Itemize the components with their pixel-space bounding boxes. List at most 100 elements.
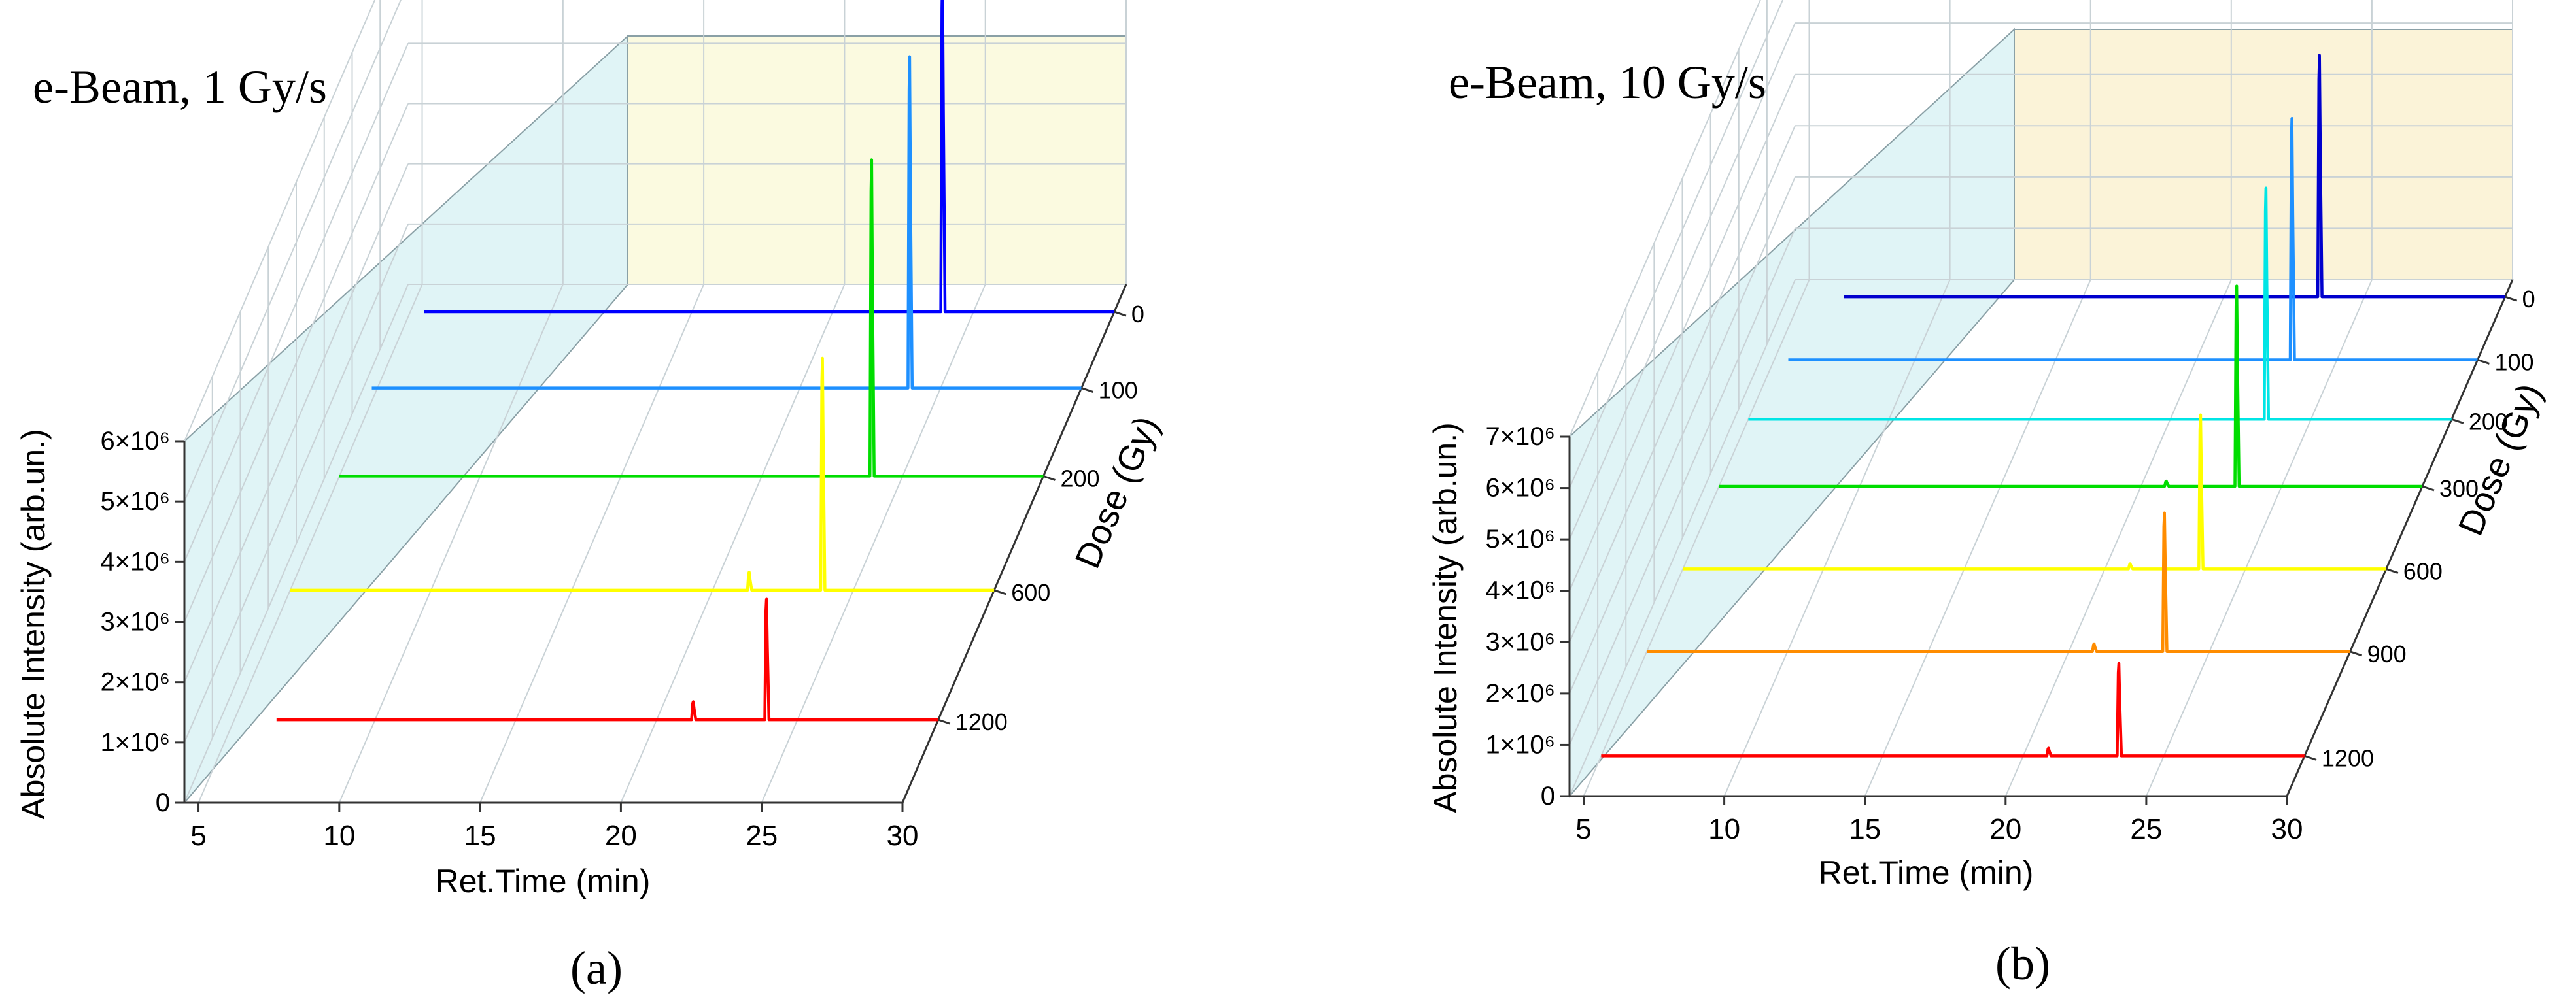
panel-a-side-wall <box>184 34 628 805</box>
dose-tick <box>2477 359 2490 365</box>
dose-tick <box>1042 475 1056 481</box>
y-tick-label: 4×10⁶ <box>1485 577 1555 605</box>
y-tick-label: 3×10⁶ <box>1485 628 1555 656</box>
dose-tick <box>2422 485 2435 492</box>
trace-dose-200 <box>1748 186 2452 421</box>
panel-b-dose-axis-label: Dose (Gy) <box>2451 378 2550 541</box>
y-tick-label: 0 <box>156 788 170 817</box>
floor-gridline <box>2145 279 2373 797</box>
x-tick-label: 10 <box>1708 813 1740 845</box>
dose-tick-label: 200 <box>2469 408 2508 435</box>
panel-a-back-wall <box>627 35 1127 285</box>
dose-tick <box>938 718 951 725</box>
x-tick-label: 5 <box>190 820 206 852</box>
panel-b-label: (b) <box>1995 937 2050 990</box>
y-tick-label: 7×10⁶ <box>1485 422 1555 451</box>
dose-tick-label: 100 <box>1099 377 1138 404</box>
panel-a-floor-edge <box>628 284 1127 803</box>
floor-gridline <box>479 284 705 803</box>
y-tick-label: 1×10⁶ <box>1485 730 1555 759</box>
panel-a-traces <box>276 0 1114 722</box>
panel-b: 0 1×10⁶ 2×10⁶ 3×10⁶ 4×10⁶ 5×10⁶ 6×10⁶ 7×10⁶ 5 10… <box>1427 0 2550 990</box>
trace-dose-200 <box>339 158 1044 478</box>
panel-b-grid <box>1569 0 2513 797</box>
trace-dose-1200 <box>276 597 938 722</box>
trace-dose-1200 <box>1601 662 2305 758</box>
panel-a-dose-ticks: 0 100 200 600 1200 <box>938 301 1144 735</box>
floor-gridline <box>2004 279 2232 797</box>
dose-tick-label: 1200 <box>955 709 1008 735</box>
dose-tick <box>2304 754 2317 761</box>
y-tick-label: 5×10⁶ <box>1485 525 1555 554</box>
panel-b-dose-ticks: 0 100 200 300 600 900 1200 <box>2304 286 2535 771</box>
dose-tick-label: 0 <box>1131 301 1144 327</box>
floor-gridline <box>197 284 423 803</box>
x-tick-label: 20 <box>605 820 637 852</box>
dose-tick-label: 600 <box>2403 558 2443 584</box>
y-tick-label: 4×10⁶ <box>100 547 170 576</box>
x-tick-label: 25 <box>746 820 778 852</box>
panel-a-x-ticks: 5 10 15 20 25 30 <box>190 803 918 852</box>
x-tick-label: 30 <box>887 820 919 852</box>
x-tick-label: 5 <box>1575 813 1591 845</box>
panel-a-y-ticks: 0 1×10⁶ 2×10⁶ 3×10⁶ 4×10⁶ 5×10⁶ 6×10⁶ <box>100 427 184 817</box>
trace-dose-0 <box>1844 54 2505 299</box>
panel-b-x-axis-label: Ret.Time (min) <box>1819 854 2034 891</box>
trace-dose-900 <box>1647 511 2350 654</box>
y-tick-label: 0 <box>1541 782 1555 811</box>
dose-tick-label: 0 <box>2522 286 2535 312</box>
floor-gridline <box>1583 279 1810 797</box>
dose-tick-label: 300 <box>2439 475 2479 502</box>
dose-tick <box>2451 418 2464 424</box>
panel-b-y-axis-label: Absolute Intensity (arb.un.) <box>1427 422 1464 813</box>
dose-tick <box>2386 567 2399 574</box>
panel-a-dose-axis-label: Dose (Gy) <box>1068 411 1167 574</box>
panel-b-y-ticks: 0 1×10⁶ 2×10⁶ 3×10⁶ 4×10⁶ 5×10⁶ 6×10⁶ 7×10⁶ <box>1485 422 1570 811</box>
y-tick-label: 3×10⁶ <box>100 608 170 637</box>
y-tick-label: 2×10⁶ <box>1485 679 1555 708</box>
panel-a-z-axis <box>901 284 1127 803</box>
x-tick-label: 20 <box>1989 813 2021 845</box>
dose-tick <box>993 589 1006 595</box>
panel-b-title: e-Beam, 10 Gy/s <box>1449 56 1766 109</box>
y-tick-label: 1×10⁶ <box>100 728 170 757</box>
dose-tick <box>1114 310 1127 317</box>
dose-tick-label: 600 <box>1011 579 1050 606</box>
dose-tick <box>2505 295 2518 302</box>
panel-a-title: e-Beam, 1 Gy/s <box>33 61 327 113</box>
dose-tick-label: 200 <box>1060 465 1099 492</box>
panel-b-side-wall <box>1569 27 2015 798</box>
floor-gridline <box>338 284 564 803</box>
dose-tick <box>1081 387 1094 394</box>
y-tick-label: 5×10⁶ <box>100 487 170 516</box>
panel-b-back-wall <box>2014 29 2513 280</box>
panel-a-y-axis-label: Absolute Intensity (arb.un.) <box>15 429 52 820</box>
floor-gridline <box>761 284 986 803</box>
panel-a-label: (a) <box>570 942 623 994</box>
dose-tick-label: 900 <box>2367 641 2407 667</box>
floor-gridline <box>1723 279 1951 797</box>
trace-dose-0 <box>424 0 1114 314</box>
dose-tick-label: 1200 <box>2322 745 2374 771</box>
dose-tick-label: 100 <box>2495 348 2534 375</box>
x-tick-label: 25 <box>2130 813 2162 845</box>
panel-a: 0 1×10⁶ 2×10⁶ 3×10⁶ 4×10⁶ 5×10⁶ 6×10⁶ 5 10 15 20 2… <box>15 0 1167 994</box>
panel-a-x-axis-label: Ret.Time (min) <box>436 863 651 899</box>
trace-dose-100 <box>1788 116 2478 361</box>
panel-b-x-ticks: 5 10 15 20 25 30 <box>1575 796 2303 845</box>
y-tick-label: 6×10⁶ <box>1485 474 1555 503</box>
panel-b-traces <box>1601 54 2505 758</box>
trace-dose-100 <box>371 55 1082 390</box>
floor-gridline <box>620 284 846 803</box>
y-tick-label: 2×10⁶ <box>100 668 170 697</box>
x-tick-label: 15 <box>464 820 496 852</box>
dose-tick <box>2350 650 2363 657</box>
x-tick-label: 10 <box>323 820 355 852</box>
y-tick-label: 6×10⁶ <box>100 427 170 456</box>
panel-b-z-axis <box>2286 279 2514 797</box>
floor-gridline <box>1864 279 2091 797</box>
x-tick-label: 15 <box>1849 813 1881 845</box>
x-tick-label: 30 <box>2271 813 2303 845</box>
trace-dose-600 <box>290 356 995 592</box>
